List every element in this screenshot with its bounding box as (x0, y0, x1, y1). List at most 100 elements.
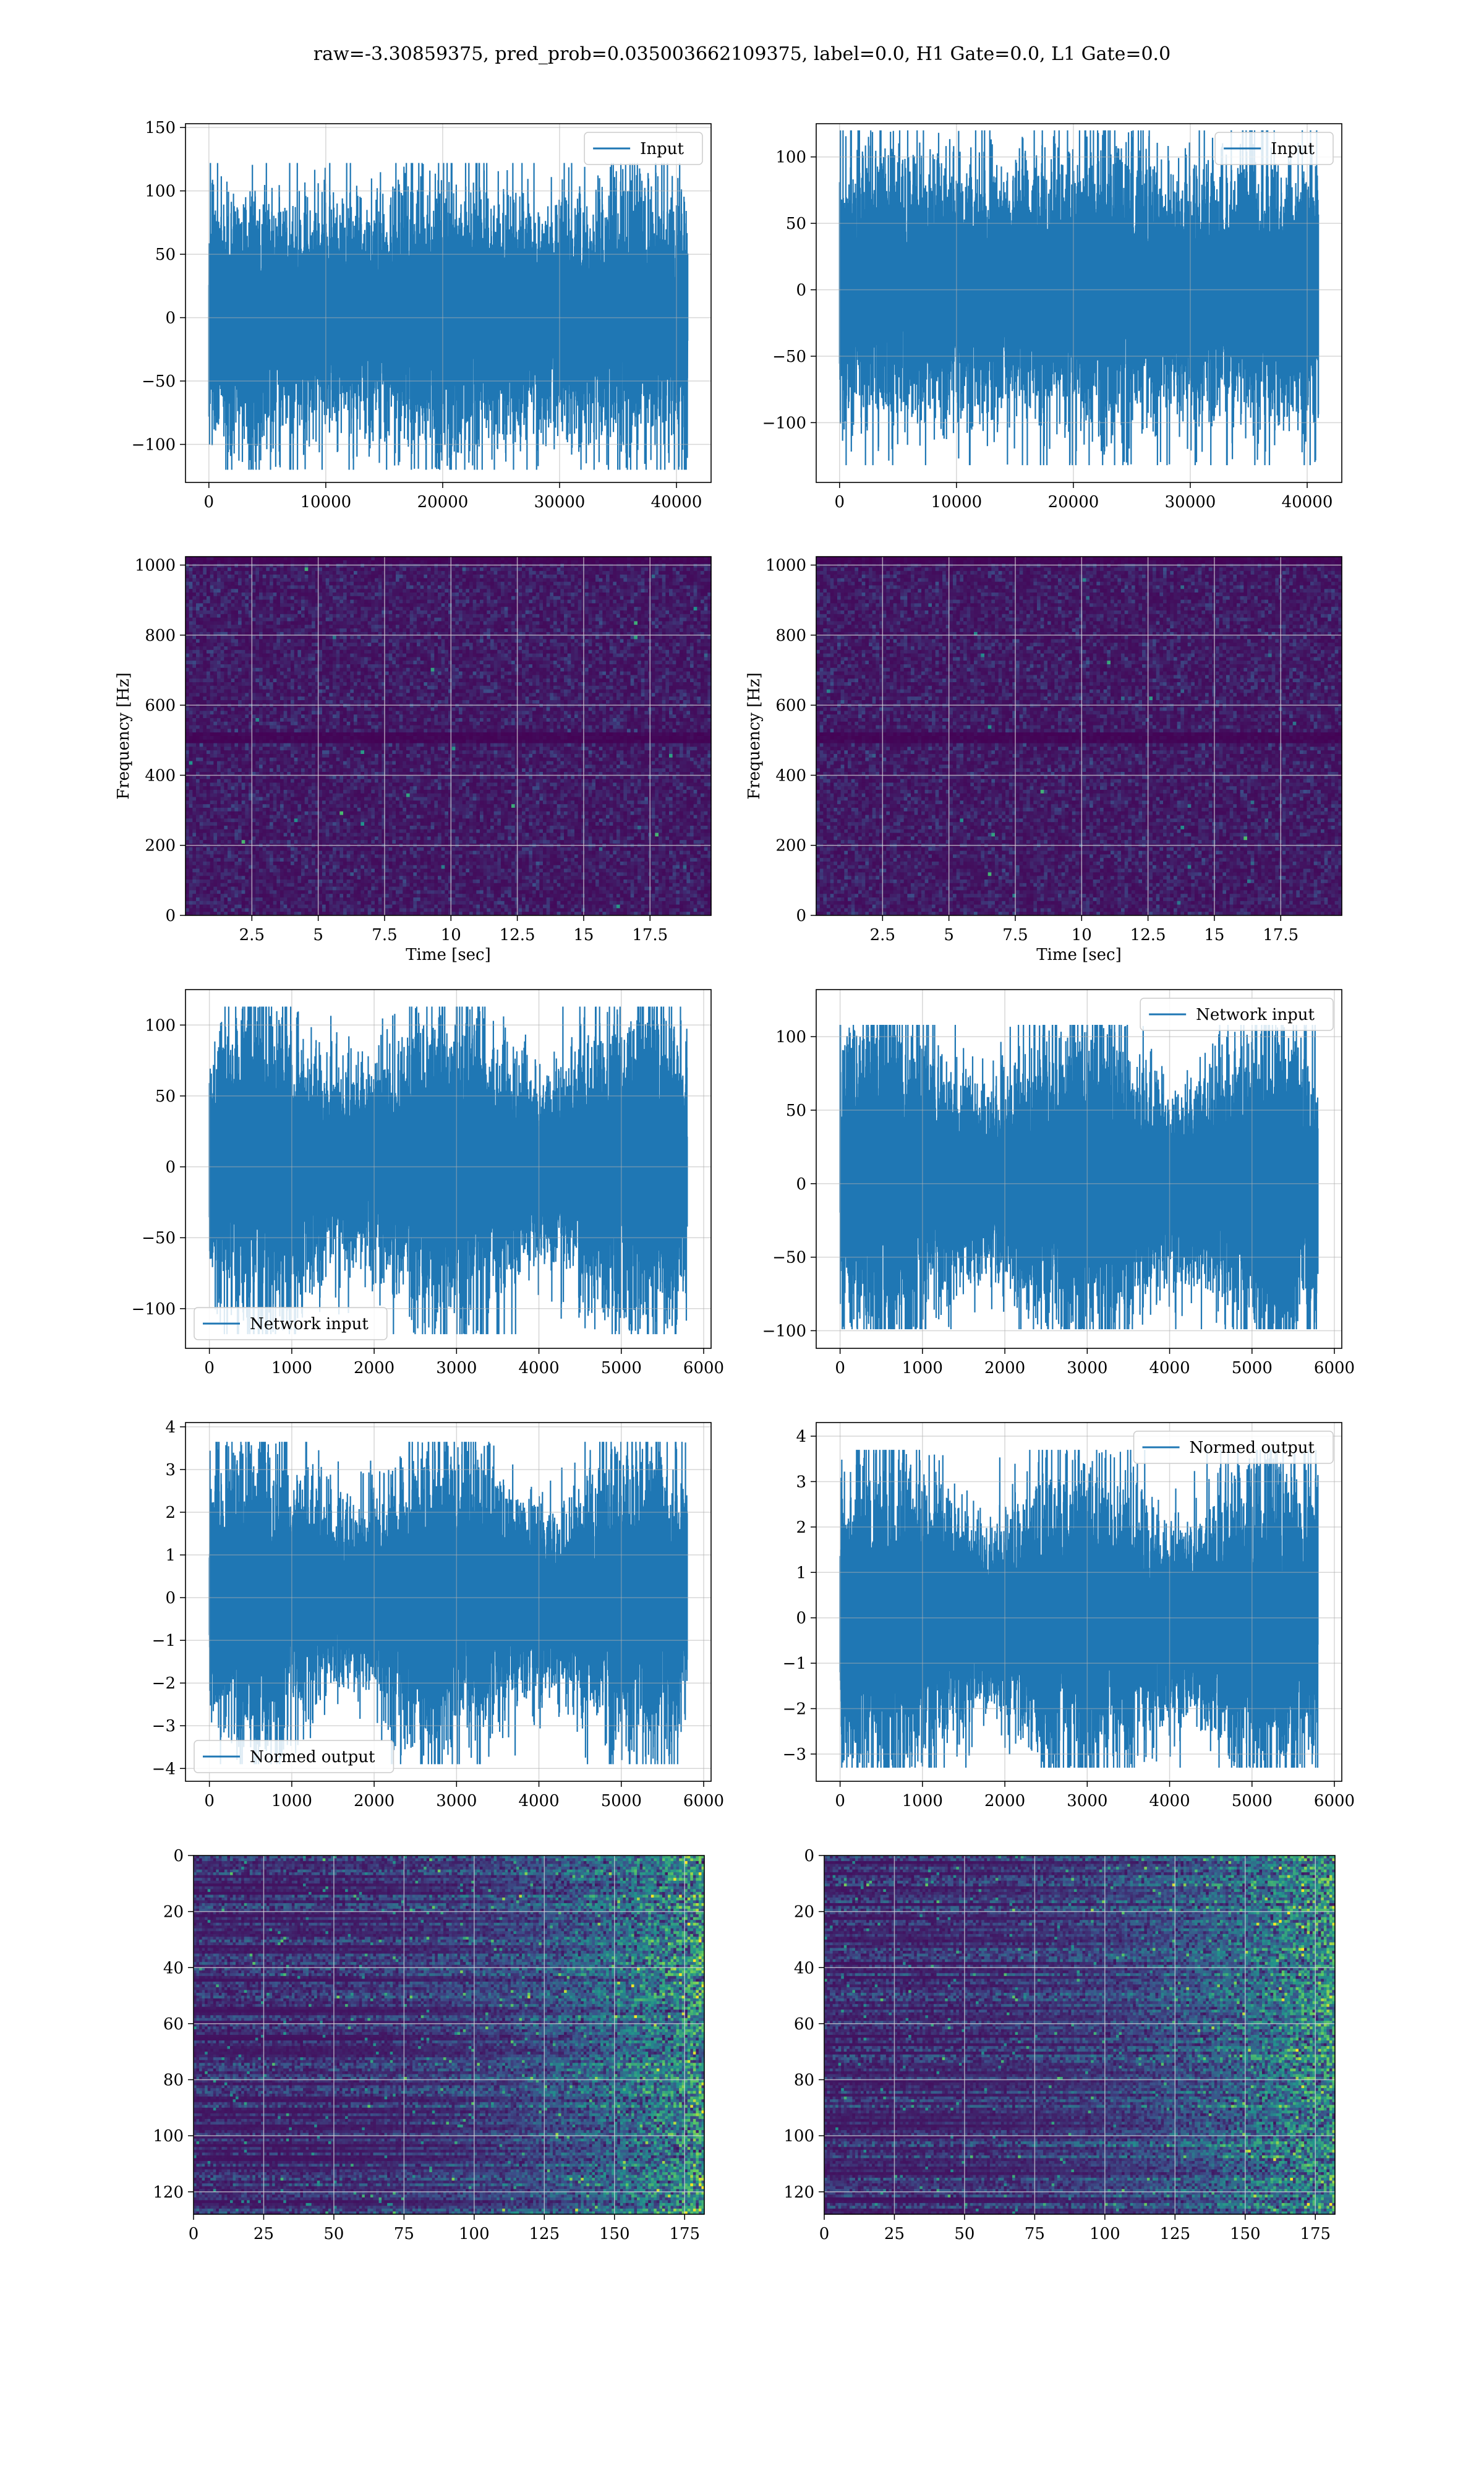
plot-area (840, 131, 1318, 465)
x-tick-label: 15 (573, 926, 594, 944)
y-tick-label: −100 (762, 414, 806, 432)
x-tick-label: 2000 (354, 1359, 394, 1377)
y-tick-label: −1 (783, 1654, 806, 1673)
y-tick-label: 40 (163, 1959, 184, 1977)
plot-area (194, 1856, 705, 2215)
legend-label: Network input (250, 1315, 369, 1333)
y-tick-label: 3 (165, 1461, 176, 1479)
y-tick-label: 1 (796, 1564, 806, 1582)
x-tick-label: 75 (1025, 2225, 1045, 2243)
x-tick-label: 0 (819, 2225, 830, 2243)
y-tick-label: −3 (152, 1717, 176, 1736)
x-tick-label: 4000 (1149, 1359, 1190, 1377)
legend: Network input (194, 1308, 387, 1340)
x-tick-label: 125 (529, 2225, 560, 2243)
plot-area (209, 163, 688, 470)
x-tick-label: 0 (189, 2225, 199, 2243)
y-tick-label: 80 (163, 2071, 184, 2090)
x-tick-label: 25 (884, 2225, 905, 2243)
x-tick-label: 150 (599, 2225, 630, 2243)
x-tick-label: 10000 (301, 493, 352, 511)
chart-p1: 0 10000 20000 30000 40000−100−50050100150Inp… (186, 124, 711, 482)
series-line (209, 163, 688, 470)
y-tick-label: 1 (165, 1546, 176, 1565)
series-line (840, 1025, 1318, 1329)
x-tick-label: 6000 (683, 1792, 724, 1810)
y-tick-label: 100 (153, 2127, 184, 2146)
x-tick-label: 10 (441, 926, 461, 944)
heatmap-image (824, 1856, 1336, 2215)
x-tick-label: 5000 (1232, 1792, 1273, 1810)
chart-p5: 0 1000 2000 3000 4000 5000 6000−100−50050100Ne… (186, 990, 711, 1348)
y-tick-label: 0 (165, 907, 176, 925)
x-tick-label: 3000 (436, 1359, 477, 1377)
y-tick-label: 2 (165, 1504, 176, 1522)
series-line (210, 1007, 688, 1335)
x-tick-label: 7.5 (372, 926, 397, 944)
legend-label: Network input (1196, 1006, 1315, 1024)
y-tick-label: −50 (772, 1249, 806, 1267)
x-tick-label: 2000 (354, 1792, 394, 1810)
x-tick-label: 4000 (518, 1359, 559, 1377)
y-tick-label: 600 (775, 696, 806, 715)
x-tick-label: 40000 (1282, 493, 1333, 511)
y-tick-label: 100 (783, 2127, 814, 2146)
y-axis-label: Frequency [Hz] (114, 672, 133, 800)
y-tick-label: 50 (155, 1087, 176, 1106)
legend: Normed output (194, 1740, 393, 1773)
legend-label: Normed output (1190, 1439, 1315, 1457)
x-tick-label: 1000 (902, 1792, 943, 1810)
y-tick-label: 50 (786, 215, 806, 233)
plot-area (840, 1025, 1318, 1329)
series-line (840, 131, 1318, 465)
x-tick-label: 7.5 (1002, 926, 1028, 944)
x-tick-label: 5 (944, 926, 954, 944)
y-tick-label: 150 (145, 119, 176, 137)
chart-p4: 2.5 5 7.5 10 12.5 15 17.502004006008001000Time… (816, 557, 1342, 915)
y-tick-label: 0 (796, 281, 806, 300)
x-axis-label: Time [sec] (1036, 946, 1122, 964)
x-tick-label: 2000 (984, 1359, 1025, 1377)
y-tick-label: 100 (775, 148, 806, 167)
x-tick-label: 6000 (683, 1359, 724, 1377)
legend: Input (1215, 132, 1333, 165)
y-tick-label: 50 (786, 1102, 806, 1120)
y-tick-label: 1000 (765, 557, 806, 575)
y-axis-label: Frequency [Hz] (745, 672, 764, 800)
chart-p8: 0 1000 2000 3000 4000 5000 6000−3−2−101234Norm… (816, 1423, 1342, 1781)
y-tick-label: 0 (173, 1847, 184, 1865)
x-tick-label: 0 (204, 1359, 215, 1377)
y-tick-label: 800 (775, 627, 806, 645)
y-tick-label: 60 (163, 2015, 184, 2034)
y-tick-label: −50 (142, 372, 176, 391)
chart-p7: 0 1000 2000 3000 4000 5000 6000−4−3−2−101234No… (186, 1423, 711, 1781)
x-tick-label: 17.5 (632, 926, 668, 944)
x-tick-label: 2.5 (239, 926, 265, 944)
x-tick-label: 4000 (1149, 1792, 1190, 1810)
x-tick-label: 30000 (534, 493, 586, 511)
x-tick-label: 2000 (984, 1792, 1025, 1810)
figure-title: raw=-3.30859375, pred_prob=0.03500366210… (0, 43, 1484, 65)
y-tick-label: 400 (775, 766, 806, 785)
plot-area (210, 1007, 688, 1335)
legend-label: Input (1271, 140, 1315, 158)
heatmap-image (816, 557, 1342, 916)
x-tick-label: 3000 (1067, 1792, 1107, 1810)
x-tick-label: 0 (835, 493, 845, 511)
x-tick-label: 50 (323, 2225, 344, 2243)
x-axis-label: Time [sec] (406, 946, 491, 964)
y-tick-label: 400 (145, 766, 176, 785)
x-tick-label: 17.5 (1263, 926, 1298, 944)
y-tick-label: 3 (796, 1473, 806, 1491)
y-tick-label: 600 (145, 696, 176, 715)
y-tick-label: 4 (796, 1427, 806, 1446)
series-line (210, 1442, 688, 1764)
y-tick-label: 20 (794, 1903, 814, 1922)
x-tick-label: 5000 (601, 1359, 642, 1377)
x-tick-label: 20000 (1048, 493, 1099, 511)
y-tick-label: −100 (132, 1300, 176, 1319)
x-tick-label: 3000 (436, 1792, 477, 1810)
legend: Input (584, 132, 702, 165)
